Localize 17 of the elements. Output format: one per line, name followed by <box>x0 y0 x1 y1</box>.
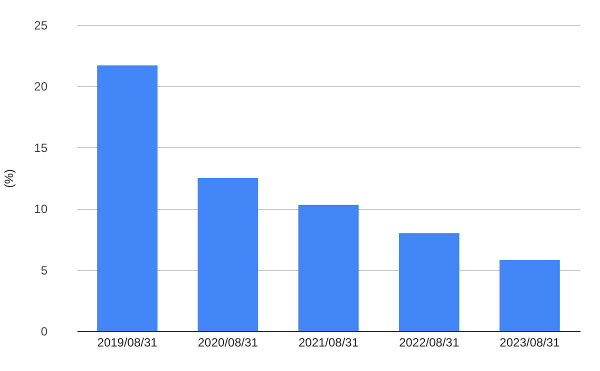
bar <box>500 260 560 331</box>
bar <box>298 204 359 331</box>
bar <box>198 178 258 331</box>
bar <box>398 233 460 331</box>
x-tick-label: 2023/08/31 <box>500 336 560 350</box>
x-tick-label: 2022/08/31 <box>399 336 460 350</box>
x-tick-label: 2020/08/31 <box>198 336 258 350</box>
bar <box>97 65 158 331</box>
y-tick-label: 10 <box>34 202 48 216</box>
y-tick-label: 0 <box>40 324 48 338</box>
y-tick-label: 20 <box>34 80 48 94</box>
y-tick-label: 15 <box>34 140 48 155</box>
y-tick-label: 5 <box>40 263 48 278</box>
x-tick-label: 2019/08/31 <box>97 336 158 350</box>
y-axis-title: (%) <box>2 169 16 188</box>
x-tick-label: 2021/08/31 <box>298 336 359 350</box>
y-tick-label: 25 <box>34 18 48 32</box>
